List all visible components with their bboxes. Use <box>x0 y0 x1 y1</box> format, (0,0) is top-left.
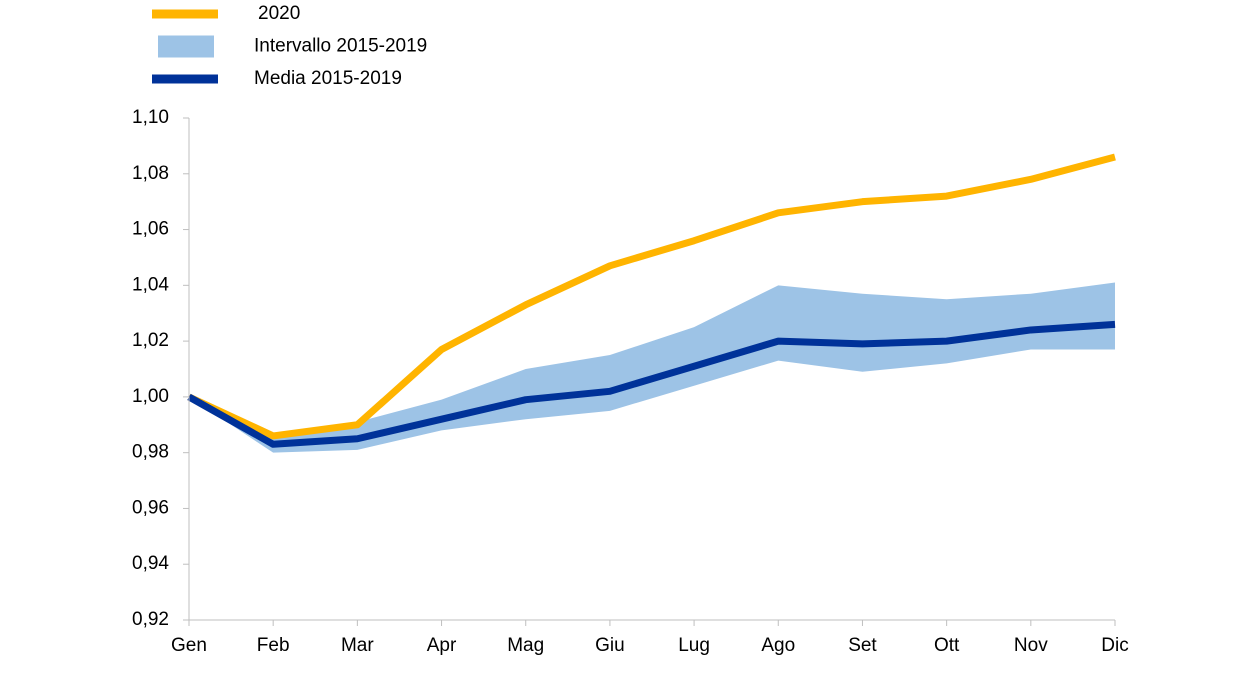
x-tick-label: Set <box>848 635 877 656</box>
legend-label: Intervallo 2015-2019 <box>254 36 427 57</box>
x-tick-label: Nov <box>1014 635 1048 656</box>
x-tick-label: Ago <box>761 635 795 656</box>
y-tick-label: 0,92 <box>132 609 169 630</box>
x-tick-label: Apr <box>427 635 457 656</box>
x-tick-label: Feb <box>257 635 290 656</box>
y-tick-label: 1,00 <box>132 386 169 407</box>
y-tick-label: 1,04 <box>132 274 169 295</box>
y-tick-label: 1,06 <box>132 219 169 240</box>
x-tick-label: Ott <box>934 635 960 656</box>
x-tick-label: Dic <box>1101 635 1128 656</box>
legend-swatch <box>158 35 214 58</box>
y-tick-label: 0,96 <box>132 497 169 518</box>
x-tick-label: Giu <box>595 635 625 656</box>
line-series <box>187 320 1116 448</box>
range-band <box>189 282 1115 453</box>
x-tick-label: Gen <box>171 635 207 656</box>
y-tick-label: 0,98 <box>132 442 169 463</box>
legend-label: Media 2015-2019 <box>254 68 402 89</box>
x-tick-label: Mar <box>341 635 374 656</box>
line-series <box>187 153 1116 440</box>
y-tick-label: 1,08 <box>132 163 169 184</box>
x-tick-label: Lug <box>678 635 710 656</box>
y-tick-label: 0,94 <box>132 553 169 574</box>
x-tick-label: Mag <box>507 635 544 656</box>
y-tick-label: 1,02 <box>132 330 169 351</box>
y-tick-label: 1,10 <box>132 107 169 128</box>
legend-label: 2020 <box>258 3 300 24</box>
